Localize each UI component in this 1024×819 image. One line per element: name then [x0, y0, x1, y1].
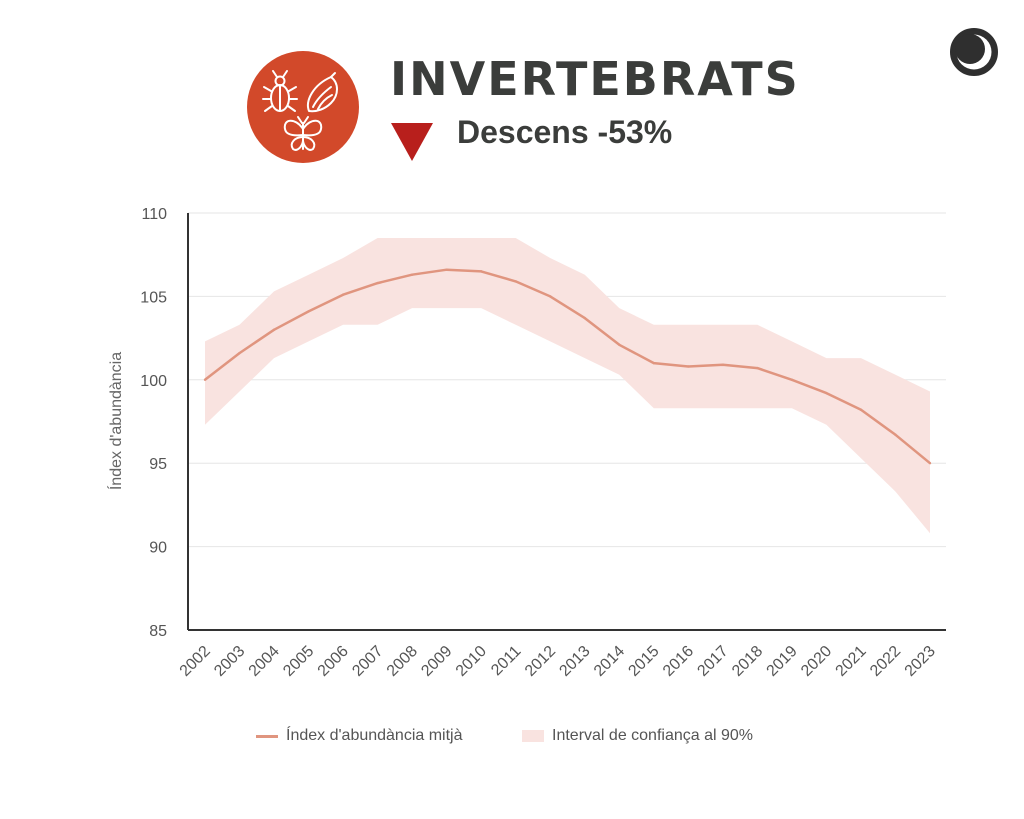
data-point-2009 — [445, 268, 448, 271]
x-tick-label: 2009 — [418, 643, 455, 680]
data-point-2013 — [583, 316, 586, 320]
y-tick-label: 95 — [149, 456, 167, 473]
x-tick-label: 2008 — [384, 643, 421, 680]
data-point-2006 — [341, 293, 345, 296]
beetle-icon — [262, 70, 298, 112]
legend: Índex d'abundància mitjà Interval de con… — [0, 727, 1024, 757]
y-axis-label: Índex d'abundància — [106, 352, 125, 490]
data-point-2003 — [238, 351, 241, 355]
x-tick-label: 2021 — [833, 643, 870, 680]
data-point-2019 — [790, 378, 794, 381]
data-point-2023 — [928, 462, 932, 465]
data-point-2017 — [721, 363, 725, 366]
data-point-2022 — [894, 433, 897, 437]
legend-swatch-band — [522, 730, 544, 742]
data-point-2002 — [203, 378, 207, 381]
x-tick-label: 2005 — [280, 643, 317, 680]
data-point-2012 — [549, 295, 552, 298]
legend-swatch-line — [256, 734, 278, 738]
x-tick-label: 2012 — [522, 643, 559, 680]
y-tick-label: 110 — [141, 206, 167, 223]
mean-line-layer — [203, 268, 932, 465]
legend-item-band: Interval de confiança al 90% — [522, 727, 753, 745]
data-point-2016 — [687, 365, 690, 368]
header: INVERTEBRATS Descens -53% — [0, 0, 1024, 180]
x-tick-label: 2010 — [453, 643, 490, 680]
mean-index-line — [204, 268, 931, 465]
x-tick-label: 2017 — [694, 643, 731, 680]
x-tick-label: 2015 — [625, 643, 662, 680]
x-tick-label: 2019 — [764, 643, 801, 680]
x-tick-label: 2014 — [591, 643, 628, 680]
trend-label: Descens -53% — [457, 114, 673, 150]
data-point-2010 — [479, 270, 483, 273]
x-tick-label: 2013 — [556, 643, 593, 680]
x-tick-label: 2003 — [211, 643, 248, 680]
data-point-2007 — [376, 281, 379, 285]
brand-logo — [948, 26, 1000, 83]
data-point-2015 — [652, 361, 656, 365]
legend-label-mean: Índex d'abundància mitjà — [286, 727, 463, 744]
trend-down-icon — [391, 123, 433, 161]
legend-item-mean: Índex d'abundància mitjà — [256, 727, 463, 745]
data-point-2021 — [859, 408, 863, 412]
data-point-2014 — [618, 343, 621, 346]
data-point-2018 — [756, 366, 759, 370]
data-point-2020 — [825, 391, 828, 395]
x-tick-label: 2006 — [315, 643, 352, 680]
y-tick-label: 105 — [140, 289, 167, 306]
x-tick-labels: 2002200320042005200620072008200920102011… — [177, 643, 939, 680]
data-point-2011 — [514, 280, 517, 283]
y-tick-labels: 85 90 95 100 105 110 — [140, 206, 167, 640]
x-tick-label: 2011 — [488, 643, 524, 679]
x-tick-label: 2002 — [177, 643, 214, 680]
butterfly-icon — [283, 116, 323, 151]
y-tick-label: 90 — [149, 540, 167, 557]
legend-label-band: Interval de confiança al 90% — [552, 727, 754, 744]
data-point-2008 — [410, 273, 414, 276]
x-tick-label: 2022 — [867, 643, 904, 680]
x-tick-label: 2023 — [902, 643, 939, 680]
category-badge — [247, 51, 359, 163]
x-tick-label: 2004 — [246, 643, 283, 680]
x-tick-label: 2007 — [349, 643, 386, 680]
axes — [187, 213, 946, 631]
x-tick-label: 2018 — [729, 643, 766, 680]
shell-icon — [307, 72, 338, 113]
data-point-2005 — [307, 310, 310, 313]
data-point-2004 — [272, 328, 276, 331]
confidence-band — [205, 238, 930, 534]
y-tick-label: 85 — [149, 623, 167, 640]
x-tick-label: 2016 — [660, 643, 697, 680]
y-tick-label: 100 — [140, 373, 167, 390]
x-tick-label: 2020 — [798, 643, 835, 680]
page-title: INVERTEBRATS — [390, 52, 800, 106]
confidence-band-layer — [205, 238, 930, 534]
